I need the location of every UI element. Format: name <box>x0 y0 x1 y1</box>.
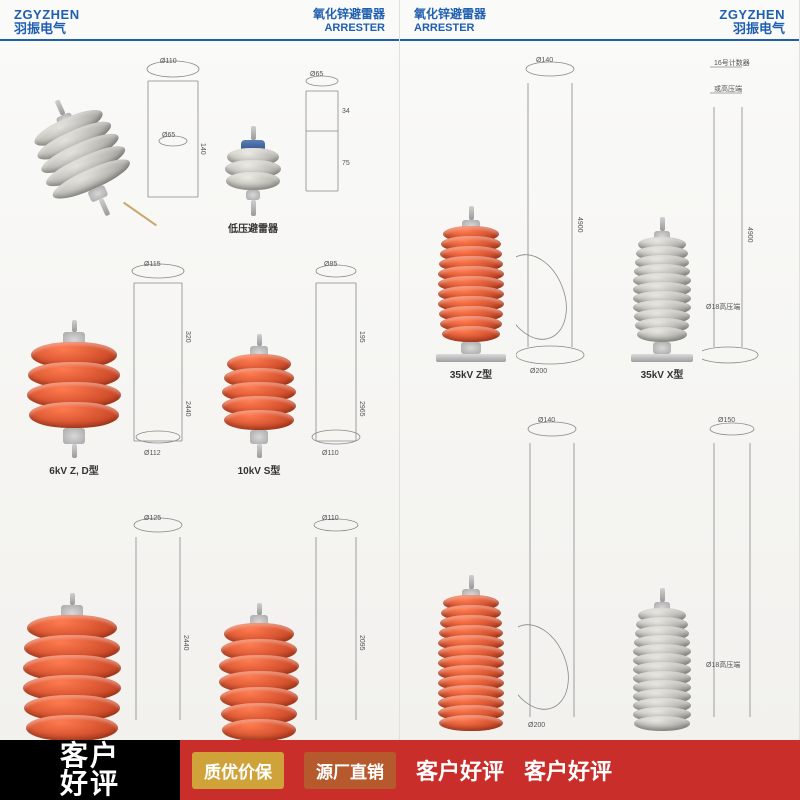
svg-text:Ø140: Ø140 <box>536 57 553 64</box>
label-lv: 低压避雷器 <box>228 220 278 235</box>
tag-quality: 质优价保 <box>192 752 284 789</box>
title-cn: 氧化锌避雷器 <box>313 8 385 22</box>
arrester-35x: 35kV X型 <box>622 51 702 381</box>
title-en: ARRESTER <box>313 22 385 35</box>
svg-text:2440: 2440 <box>184 401 191 417</box>
svg-text:Ø18高压端: Ø18高压端 <box>706 302 740 311</box>
title-block-r: 氧化锌避雷器 ARRESTER <box>414 8 486 34</box>
svg-text:Ø150: Ø150 <box>718 417 735 424</box>
brand-cn: 羽振电气 <box>14 22 80 36</box>
label-35x: 35kV X型 <box>641 366 684 381</box>
dim-top-grey: Ø110 140 Ø65 <box>138 57 208 207</box>
svg-text:195: 195 <box>358 331 365 343</box>
brand-block: ZGYZHEN 羽振电气 <box>14 8 80 35</box>
catalog-page-right: 氧化锌避雷器 ARRESTER ZGYZHEN 羽振电气 <box>400 0 800 740</box>
dim-bot-r: Ø150 Ø18高压端 <box>704 417 798 727</box>
page-header-right: 氧化锌避雷器 ARRESTER ZGYZHEN 羽振电气 <box>400 0 799 41</box>
svg-text:Ø200: Ø200 <box>530 368 547 375</box>
tag-factory: 源厂直销 <box>304 752 396 789</box>
brand-en: ZGYZHEN <box>14 8 80 22</box>
arrester-grey-tilt <box>22 51 142 221</box>
svg-text:Ø140: Ø140 <box>538 417 555 424</box>
svg-text:Ø85: Ø85 <box>324 261 337 268</box>
svg-text:4900: 4900 <box>746 227 753 243</box>
arrester-bottom-r <box>214 511 304 741</box>
svg-text:2965: 2965 <box>358 401 365 417</box>
brand-block-r: ZGYZHEN 羽振电气 <box>719 8 785 35</box>
svg-text:2095: 2095 <box>358 635 365 651</box>
dim-10kv: Ø85 195 2965 Ø110 <box>306 261 378 461</box>
banner-repeat-2: 客户好评 <box>524 754 612 786</box>
right-content: 35kV Z型 Ø140 4900 Ø200 <box>400 41 799 731</box>
svg-text:320: 320 <box>184 331 191 343</box>
dim-bot-l: Ø140 Ø200 <box>518 417 608 727</box>
arrester-bot-l <box>426 411 516 731</box>
left-content: Ø110 140 Ø65 <box>0 41 399 731</box>
label-35z: 35kV Z型 <box>450 366 492 381</box>
svg-text:140: 140 <box>199 143 206 155</box>
svg-text:Ø125: Ø125 <box>144 515 161 522</box>
svg-text:2440: 2440 <box>182 635 189 651</box>
dim-bottom-r: Ø110 2095 <box>308 515 374 725</box>
label-6kv: 6kV Z, D型 <box>49 462 98 477</box>
svg-text:Ø110: Ø110 <box>322 450 339 457</box>
arrester-6kv: 6kV Z, D型 <box>24 257 124 477</box>
promo-banner: 客户 好评 质优价保 源厂直销 客户好评 客户好评 <box>0 740 800 800</box>
arrester-10kv: 10kV S型 <box>214 257 304 477</box>
title-block: 氧化锌避雷器 ARRESTER <box>313 8 385 34</box>
svg-text:Ø115: Ø115 <box>144 261 161 268</box>
dim-text: Ø110 <box>160 58 177 65</box>
svg-text:75: 75 <box>342 160 350 167</box>
svg-text:Ø65: Ø65 <box>162 132 175 139</box>
svg-text:16号计数器: 16号计数器 <box>714 58 750 67</box>
svg-text:Ø200: Ø200 <box>528 722 545 727</box>
catalog-page-left: ZGYZHEN 羽振电气 氧化锌避雷器 ARRESTER <box>0 0 400 740</box>
banner-left-badge: 客户 好评 <box>0 740 180 800</box>
label-10kv: 10kV S型 <box>238 462 281 477</box>
arrester-bottom-l <box>22 511 122 741</box>
svg-text:Ø112: Ø112 <box>144 450 161 457</box>
svg-text:34: 34 <box>342 108 350 115</box>
svg-text:4900: 4900 <box>576 217 583 233</box>
svg-text:或高压端: 或高压端 <box>714 84 742 93</box>
dim-35x: 16号计数器 或高压端 4900 Ø18高压端 <box>702 57 798 377</box>
arrester-lv: 低压避雷器 <box>218 65 288 235</box>
dim-lv: Ø65 34 75 <box>292 71 362 221</box>
dim-bottom-l: Ø125 2440 <box>128 515 194 725</box>
dim-35z: Ø140 4900 Ø200 <box>516 57 606 377</box>
dim-6kv: Ø115 320 2440 Ø112 <box>126 261 198 461</box>
arrester-35z: 35kV Z型 <box>426 51 516 381</box>
catalog-spread: ZGYZHEN 羽振电气 氧化锌避雷器 ARRESTER <box>0 0 800 740</box>
page-header-left: ZGYZHEN 羽振电气 氧化锌避雷器 ARRESTER <box>0 0 399 41</box>
banner-repeat-1: 客户好评 <box>416 754 504 786</box>
svg-text:Ø110: Ø110 <box>322 515 339 522</box>
banner-right: 质优价保 源厂直销 客户好评 客户好评 <box>180 740 800 800</box>
svg-text:Ø18高压端: Ø18高压端 <box>706 660 740 669</box>
svg-text:Ø65: Ø65 <box>310 71 323 78</box>
arrester-bot-r <box>622 411 702 731</box>
